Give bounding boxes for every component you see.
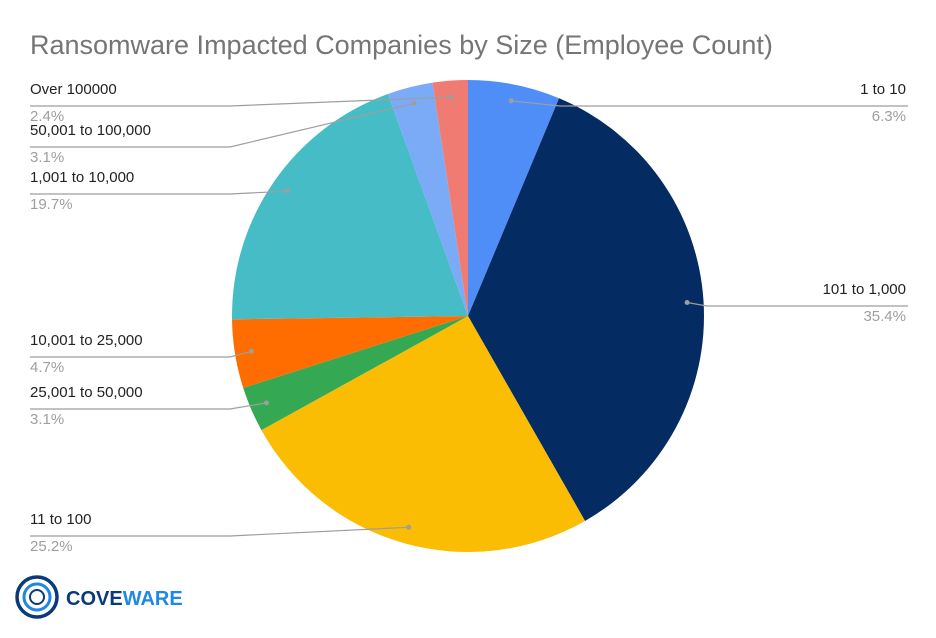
pie-slice xyxy=(243,316,468,431)
slice-label-percent: 6.3% xyxy=(872,108,906,125)
slice-label-name: 11 to 100 xyxy=(30,511,91,528)
slice-label-name: 50,001 to 100,000 xyxy=(30,122,151,139)
slice-label-name: 1 to 10 xyxy=(860,81,906,98)
leader-line xyxy=(30,96,452,107)
logo-wordmark: COVEWARE xyxy=(66,588,183,610)
pie-slice xyxy=(261,316,586,552)
slice-label-name: 25,001 to 50,000 xyxy=(30,384,143,401)
leader-dot xyxy=(449,94,454,100)
slice-label-percent: 4.7% xyxy=(30,359,64,376)
pie-slice xyxy=(232,316,468,388)
leader-line xyxy=(511,100,908,107)
leader-line xyxy=(30,102,415,148)
leader-dot xyxy=(285,188,290,194)
leader-dot xyxy=(406,524,412,530)
label-leader-lines xyxy=(30,94,908,537)
logo-rings-icon xyxy=(15,575,59,619)
pie-slice xyxy=(468,98,704,521)
pie-slice xyxy=(387,82,468,317)
logo-wordmark-second: WARE xyxy=(123,588,183,610)
slice-label-name: 101 to 1,000 xyxy=(823,281,906,298)
leader-line xyxy=(30,402,267,410)
coveware-logo: COVEWARE xyxy=(15,575,183,619)
slice-label-percent: 25.2% xyxy=(30,538,73,555)
slice-label-percent: 3.1% xyxy=(30,411,64,428)
slice-label-name: Over 100000 xyxy=(30,81,117,98)
leader-dot xyxy=(248,348,254,354)
leader-line xyxy=(30,350,252,358)
leader-line xyxy=(686,301,908,307)
pie-slice xyxy=(432,80,468,316)
slice-label-percent: 35.4% xyxy=(863,308,906,325)
leader-dot xyxy=(684,300,690,305)
leader-line xyxy=(30,190,288,195)
slice-label-percent: 19.7% xyxy=(30,196,73,213)
leader-dot xyxy=(508,98,514,104)
slice-label-percent: 3.1% xyxy=(30,149,64,166)
pie-slice xyxy=(468,80,560,316)
logo-wordmark-first: COVE xyxy=(66,588,123,610)
slice-label-percent: 2.4% xyxy=(30,108,64,125)
leader-dot xyxy=(264,400,269,406)
pie-slice xyxy=(231,93,468,320)
slice-labels: 1 to 10 6.3% 101 to 1,000 35.4% 11 to 100 25.… xyxy=(30,81,906,555)
leader-line xyxy=(30,526,409,537)
slice-label-name: 1,001 to 10,000 xyxy=(30,169,134,186)
chart-title: Ransomware Impacted Companies by Size (E… xyxy=(30,30,773,60)
slice-label-name: 10,001 to 25,000 xyxy=(30,332,143,349)
pie-slices xyxy=(231,80,704,552)
leader-dot xyxy=(411,100,417,106)
